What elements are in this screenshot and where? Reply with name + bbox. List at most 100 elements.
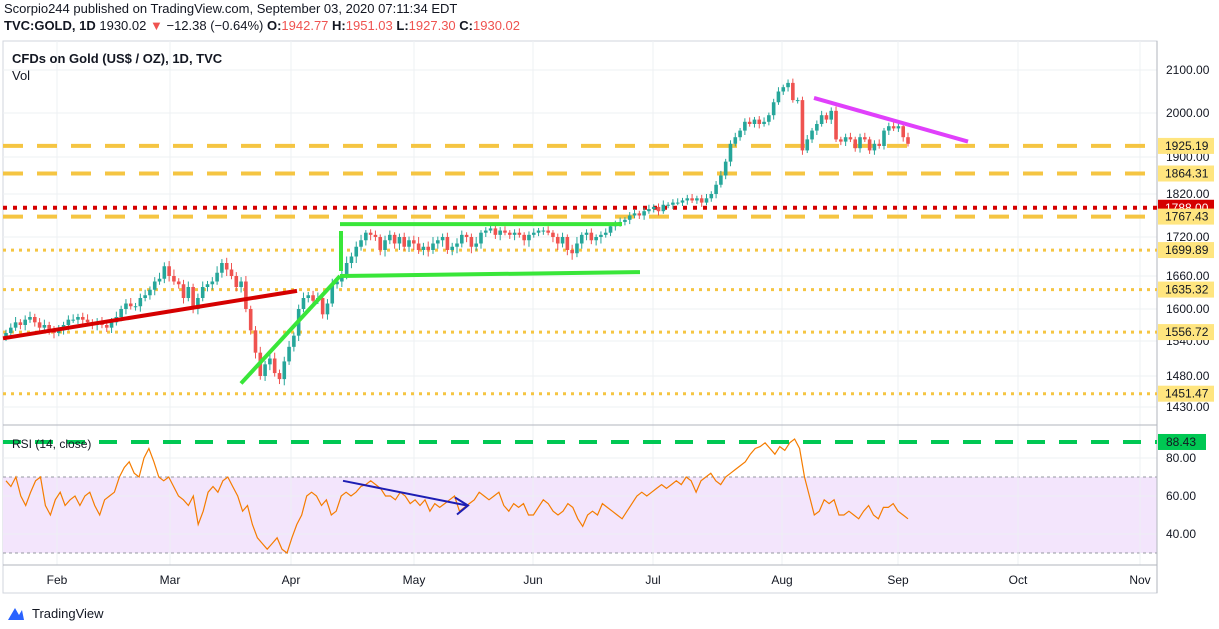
price-level-tag bbox=[1158, 242, 1214, 259]
candle-body bbox=[148, 289, 152, 296]
candle-body bbox=[426, 246, 431, 250]
open-label: O: bbox=[266, 18, 282, 33]
candle-body bbox=[311, 295, 315, 301]
candle-body bbox=[867, 139, 872, 151]
candle-body bbox=[565, 237, 570, 250]
candle-body bbox=[402, 237, 407, 247]
candle-body bbox=[488, 228, 493, 231]
candle-body bbox=[143, 295, 147, 298]
candle-body bbox=[239, 281, 243, 287]
candle-body bbox=[459, 234, 464, 244]
candle-body bbox=[699, 198, 704, 203]
candle-body bbox=[176, 281, 181, 285]
candle-body bbox=[354, 246, 359, 257]
time-tick-label: Aug bbox=[771, 573, 792, 587]
price-tick-label: 1820.00 bbox=[1166, 187, 1210, 201]
open-value: 1942.77 bbox=[281, 18, 329, 33]
candle-body bbox=[157, 278, 162, 282]
candle-body bbox=[455, 243, 459, 247]
candle-body bbox=[503, 230, 507, 233]
candle-body bbox=[743, 121, 747, 131]
candle-body bbox=[661, 204, 666, 212]
candle-body bbox=[248, 309, 253, 331]
green-channel-bottom bbox=[339, 270, 641, 278]
high-label: H: bbox=[332, 18, 346, 33]
candle-body bbox=[109, 322, 114, 328]
price-tick-label: 2000.00 bbox=[1166, 106, 1210, 120]
ohlc-line: TVC:GOLD, 1D 1930.02 ▼ −12.38 (−0.64%) O… bbox=[4, 17, 1214, 34]
candle-body bbox=[776, 91, 781, 103]
candle-body bbox=[767, 115, 771, 122]
candle-body bbox=[205, 284, 210, 287]
tradingview-logo-icon bbox=[8, 608, 24, 620]
last-price: 1930.02 bbox=[99, 18, 147, 33]
time-tick-label: Apr bbox=[282, 573, 301, 587]
candle-body bbox=[464, 234, 469, 237]
publisher-line: Scorpio244 published on TradingView.com,… bbox=[4, 1, 458, 16]
candle-body bbox=[551, 232, 555, 237]
time-tick-label: Mar bbox=[160, 573, 181, 587]
candle-body bbox=[671, 202, 675, 205]
candle-body bbox=[656, 206, 661, 212]
chart-header: Scorpio244 published on TradingView.com,… bbox=[4, 0, 1214, 38]
candle-body bbox=[704, 198, 709, 203]
time-tick-label: Feb bbox=[47, 573, 68, 587]
candle-body bbox=[723, 161, 728, 176]
red-uptrend-line bbox=[2, 288, 298, 341]
rsi-band bbox=[3, 477, 1157, 553]
candle-body bbox=[863, 137, 867, 140]
price-tick-label: 2100.00 bbox=[1166, 63, 1210, 77]
price-level-tag bbox=[1158, 137, 1214, 154]
candle-body bbox=[416, 243, 421, 250]
grid-lines bbox=[3, 41, 1157, 565]
candle-body bbox=[584, 232, 589, 235]
candle-body bbox=[642, 211, 646, 216]
candle-body bbox=[210, 281, 215, 285]
candle-body bbox=[560, 237, 565, 244]
rsi-tick-label: 40.00 bbox=[1166, 527, 1196, 541]
trendline-drawings bbox=[2, 96, 969, 385]
candle-body bbox=[133, 306, 138, 308]
candle-body bbox=[282, 361, 287, 380]
candle-body bbox=[651, 206, 656, 210]
candle-body bbox=[771, 102, 776, 116]
candle-body bbox=[224, 263, 229, 270]
candle-body bbox=[623, 219, 627, 222]
candle-body bbox=[469, 237, 474, 247]
rsi-divergence-line bbox=[342, 479, 468, 507]
price-level-tag-label: 1635.32 bbox=[1165, 283, 1209, 297]
rsi-level-tag bbox=[1158, 433, 1206, 450]
candle-body bbox=[695, 198, 699, 201]
price-level-tag-label: 1699.89 bbox=[1165, 243, 1209, 257]
candle-body bbox=[42, 325, 47, 328]
rsi-title: RSI (14, close) bbox=[12, 437, 91, 451]
time-tick-label: Nov bbox=[1129, 573, 1150, 587]
candle-body bbox=[263, 364, 267, 376]
candle-body bbox=[28, 317, 32, 320]
candle-body bbox=[32, 317, 37, 323]
candle-body bbox=[234, 276, 239, 287]
candle-body bbox=[685, 198, 690, 201]
close-value: 1930.02 bbox=[473, 18, 521, 33]
candle-body bbox=[421, 246, 426, 250]
candle-body bbox=[220, 263, 224, 273]
candle-body bbox=[287, 346, 291, 362]
time-axis: Feb Mar Apr May Jun Jul Aug Sep Oct Nov bbox=[47, 573, 1151, 587]
candle-body bbox=[531, 232, 536, 235]
candle-body bbox=[368, 232, 373, 235]
candle-body bbox=[675, 202, 680, 204]
candle-body bbox=[843, 137, 848, 142]
candle-body bbox=[810, 130, 814, 140]
price-level-tag-label: 1925.19 bbox=[1165, 139, 1209, 153]
low-value: 1927.30 bbox=[408, 18, 456, 33]
candle-body bbox=[627, 215, 632, 220]
candle-body bbox=[834, 110, 838, 140]
footer-brand[interactable]: TradingView bbox=[6, 603, 104, 623]
rsi-divergence-arrowhead bbox=[454, 496, 470, 516]
candle-body bbox=[378, 237, 383, 250]
symbol-label: TVC:GOLD, 1D bbox=[4, 18, 96, 33]
candle-body bbox=[906, 137, 910, 144]
candle-body bbox=[512, 232, 517, 235]
candle-body bbox=[805, 139, 810, 151]
